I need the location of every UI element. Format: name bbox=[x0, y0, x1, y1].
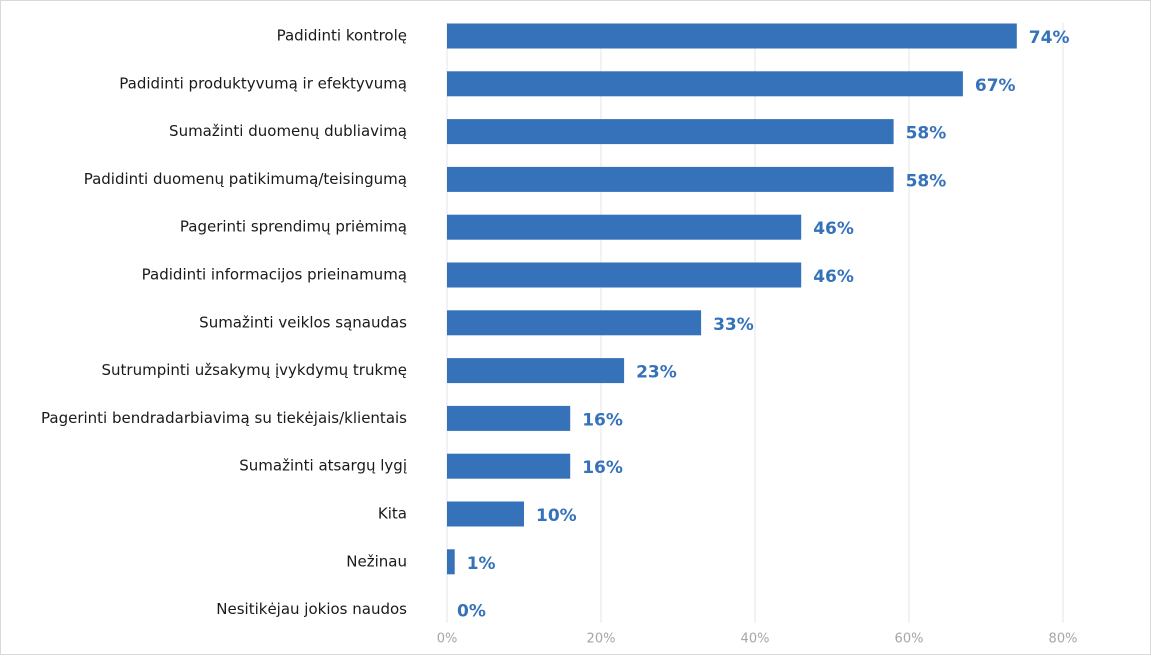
bar bbox=[447, 166, 894, 192]
value-label: 16% bbox=[582, 410, 623, 430]
category-label: Sumažinti atsargų lygį bbox=[239, 457, 407, 475]
value-label: 46% bbox=[813, 267, 854, 287]
x-axis-ticks: 0% 20% 40% 60% 80% bbox=[437, 632, 1078, 647]
bars bbox=[447, 23, 1017, 575]
category-label: Kita bbox=[378, 505, 407, 523]
category-label: Padidinti informacijos prieinamumą bbox=[142, 266, 407, 284]
value-labels: 74% 67% 58% 58% 46% 46% 33% 23% 16% 16% 10% 1% 0% bbox=[457, 28, 1070, 622]
bar bbox=[447, 71, 963, 97]
value-label: 33% bbox=[713, 315, 754, 335]
x-tick-label: 20% bbox=[587, 632, 616, 647]
bar bbox=[447, 262, 802, 288]
category-label: Padidinti duomenų patikimumą/teisingumą bbox=[84, 170, 407, 188]
category-label: Sutrumpinti užsakymų įvykdymų trukmę bbox=[102, 361, 408, 379]
value-label: 1% bbox=[467, 554, 496, 574]
value-label: 58% bbox=[906, 171, 947, 191]
category-label: Padidinti produktyvumą ir efektyvumą bbox=[119, 74, 407, 92]
category-label: Pagerinti bendradarbiavimą su tiekėjais/… bbox=[41, 409, 407, 427]
category-label: Nežinau bbox=[346, 552, 407, 570]
bar bbox=[447, 453, 571, 479]
bar bbox=[447, 214, 802, 240]
value-label: 58% bbox=[906, 124, 947, 144]
category-label: Padidinti kontrolę bbox=[277, 27, 407, 45]
x-tick-label: 0% bbox=[437, 632, 458, 647]
value-label: 16% bbox=[582, 458, 623, 478]
x-tick-label: 80% bbox=[1049, 632, 1078, 647]
bar bbox=[447, 119, 894, 145]
category-labels: Padidinti kontrolę Padidinti produktyvumą… bbox=[41, 27, 407, 619]
category-label: Sumažinti duomenų dubliavimą bbox=[169, 122, 407, 140]
category-label: Pagerinti sprendimų priėmimą bbox=[180, 218, 407, 236]
bar bbox=[447, 23, 1017, 49]
bar bbox=[447, 310, 702, 336]
category-label: Sumažinti veiklos sąnaudas bbox=[199, 313, 407, 331]
bar bbox=[447, 501, 524, 527]
value-label: 46% bbox=[813, 219, 854, 239]
x-tick-label: 60% bbox=[895, 632, 924, 647]
value-label: 74% bbox=[1029, 28, 1070, 48]
x-tick-label: 40% bbox=[741, 632, 770, 647]
category-label: Nesitikėjau jokios naudos bbox=[216, 600, 407, 618]
value-label: 67% bbox=[975, 76, 1016, 96]
value-label: 0% bbox=[457, 602, 486, 622]
bar bbox=[447, 358, 625, 384]
value-label: 10% bbox=[536, 506, 577, 526]
bar bbox=[447, 549, 455, 575]
value-label: 23% bbox=[636, 363, 677, 383]
bar bbox=[447, 405, 571, 431]
